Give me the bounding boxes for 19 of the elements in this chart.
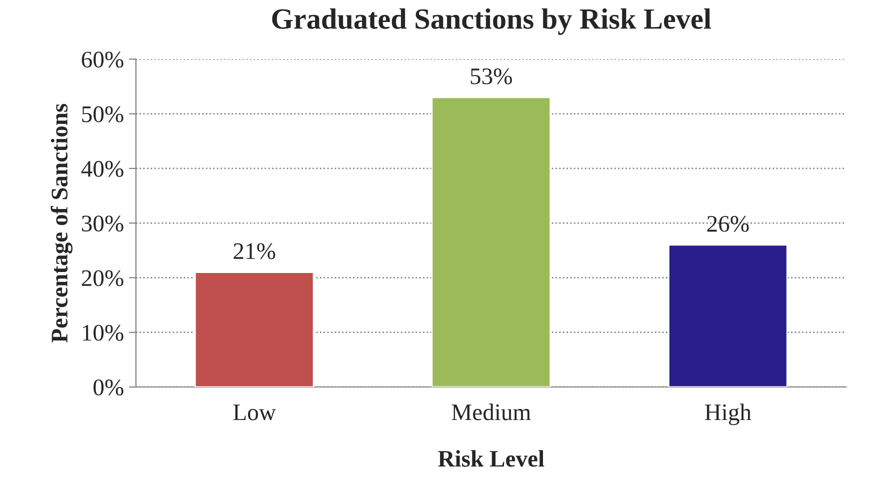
y-tick-label: 50% [82,106,124,122]
y-tick-label: 30% [82,216,124,232]
data-label: 26% [707,216,749,232]
data-label: 53% [470,68,512,84]
x-axis-title: Risk Level [438,450,544,467]
x-tick-label: Medium [452,404,531,420]
y-tick-label: 40% [81,160,124,177]
bar [431,96,552,388]
bar [668,244,788,388]
y-tick-label: 20% [82,270,124,286]
x-tick-label: High [704,404,752,426]
x-tick-label: Low [233,404,276,420]
chart-title: Graduated Sanctions by Risk Level [272,8,712,35]
y-axis-title: Percentage of Sanctions [50,104,73,342]
data-label: 21% [234,243,276,260]
y-tick-label: 60% [82,52,124,68]
bar [194,272,314,388]
y-tick-label: 10% [82,324,124,341]
y-tick-label: 0% [94,379,124,396]
